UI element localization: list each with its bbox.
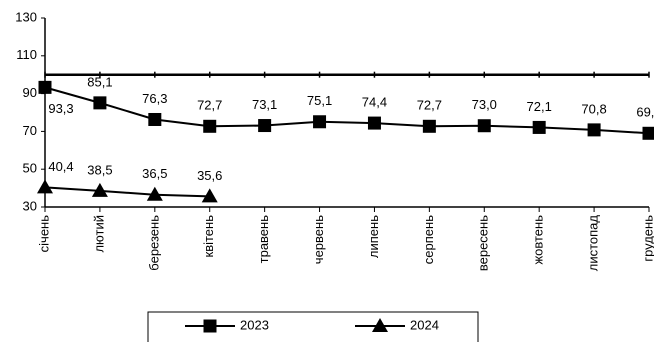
- data-label: 75,1: [307, 93, 332, 108]
- data-label: 40,4: [48, 159, 73, 174]
- data-label: 70,8: [581, 101, 606, 116]
- marker: [422, 119, 436, 133]
- legend-label: 2024: [410, 317, 439, 332]
- marker: [201, 188, 218, 203]
- data-label: 72,7: [417, 98, 442, 113]
- data-label: 38,5: [87, 162, 112, 177]
- marker: [148, 112, 162, 126]
- marker: [203, 319, 217, 333]
- y-tick-label: 30: [23, 198, 37, 213]
- marker: [642, 126, 654, 140]
- x-tick-label: червень: [311, 215, 326, 264]
- marker: [146, 186, 163, 201]
- y-tick-label: 130: [15, 9, 37, 24]
- x-tick-label: липень: [366, 215, 381, 258]
- marker: [532, 120, 546, 134]
- x-tick-label: вересень: [476, 215, 491, 271]
- x-tick-label: квітень: [201, 215, 216, 258]
- legend-box: [147, 311, 479, 342]
- x-tick-label: серпень: [421, 215, 436, 264]
- marker: [93, 96, 107, 110]
- data-label: 93,3: [48, 101, 73, 116]
- data-label: 72,1: [527, 99, 552, 114]
- series-line: [44, 186, 210, 198]
- x-tick-label: грудень: [640, 215, 654, 262]
- marker: [38, 80, 52, 94]
- y-tick-label: 70: [23, 123, 37, 138]
- x-tick-label: лютий: [91, 215, 106, 253]
- data-label: 73,1: [252, 97, 277, 112]
- data-label: 36,5: [142, 166, 167, 181]
- marker: [37, 179, 53, 194]
- y-tick-label: 90: [23, 85, 37, 100]
- marker: [203, 119, 217, 133]
- x-tick-label: листопад: [586, 215, 601, 272]
- data-label: 76,3: [142, 91, 167, 106]
- marker: [372, 318, 388, 332]
- data-label: 72,7: [197, 98, 222, 113]
- x-tick-label: січень: [36, 215, 51, 253]
- legend-label: 2023: [240, 317, 269, 332]
- marker: [587, 123, 601, 137]
- marker: [477, 119, 491, 133]
- marker: [313, 115, 327, 129]
- marker: [367, 116, 381, 130]
- x-tick-label: травень: [256, 215, 271, 264]
- marker: [258, 119, 272, 133]
- marker: [91, 182, 108, 197]
- data-label: 85,1: [87, 74, 112, 89]
- data-label: 69,0: [636, 105, 654, 120]
- x-tick-label: жовтень: [531, 215, 546, 265]
- data-label: 74,4: [362, 95, 387, 110]
- y-tick-label: 110: [16, 47, 37, 62]
- series-line: [44, 86, 650, 135]
- data-label: 73,0: [472, 97, 497, 112]
- data-label: 35,6: [197, 168, 222, 183]
- x-tick-label: березень: [146, 215, 161, 271]
- y-tick-label: 50: [23, 161, 37, 176]
